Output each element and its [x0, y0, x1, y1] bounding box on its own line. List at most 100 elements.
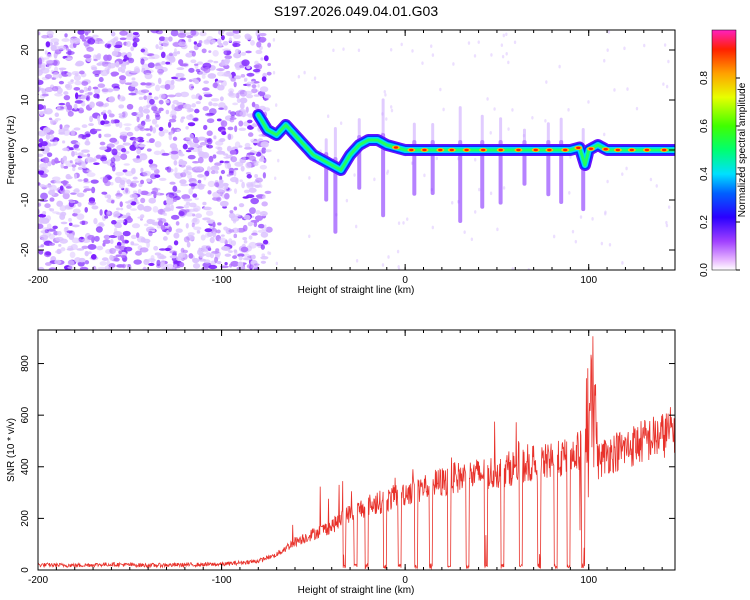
spectrogram-noise-cell	[194, 143, 199, 148]
spectrogram-noise-cell	[68, 222, 73, 227]
spectrogram-noise-cell	[44, 203, 51, 209]
spectrogram-noise-cell	[60, 211, 67, 217]
spectrogram-noise-cell	[123, 123, 132, 126]
spectrogram-noise-cell	[77, 179, 83, 182]
spectrogram-ylabel: Frequency (Hz)	[6, 116, 17, 185]
spectrogram-noise-cell	[185, 165, 192, 169]
spectrogram-noise-cell	[109, 247, 116, 254]
spectrogram-noise-cell	[127, 264, 131, 268]
spectrogram-noise-cell	[84, 30, 91, 34]
spectrogram-noise-cell	[38, 170, 45, 174]
spectrogram-noise-cell	[68, 217, 72, 222]
spectrogram-noise-cell	[38, 84, 41, 91]
spectrogram-noise-cell	[126, 179, 132, 185]
spectrogram-noise-cell	[208, 155, 214, 163]
spectrogram-noise-cell	[182, 143, 188, 150]
spectrogram-noise-cell	[254, 215, 264, 221]
spectrogram-noise-cell	[142, 205, 152, 212]
spectrogram-noise-cell	[95, 226, 103, 233]
spectrogram-noise-cell	[74, 92, 79, 100]
spectrogram-noise-cell	[155, 84, 161, 92]
spectrogram-noise-cell	[56, 105, 61, 110]
spectrogram-noise-cell	[144, 128, 151, 131]
spectrogram-noise-cell	[87, 243, 97, 250]
spectrogram-xtick-label: -100	[212, 275, 232, 286]
spectrogram-noise-cell	[130, 208, 137, 211]
spectrogram-noise-cell	[240, 246, 249, 253]
spectrogram-noise-cell	[25, 112, 30, 116]
spectrogram-noise-cell	[74, 72, 79, 77]
spectrogram-noise-cell	[115, 171, 124, 177]
spectrogram-xlabel: Height of straight line (km)	[298, 285, 415, 296]
spectrogram-noise-cell	[38, 104, 44, 111]
spectrogram-noise-cell	[102, 239, 111, 244]
spectrogram-noise-cell	[28, 60, 34, 63]
spectrogram-noise-cell	[26, 217, 33, 220]
spectrogram-peak-hot	[393, 146, 399, 149]
spectrogram-noise-cell	[207, 73, 217, 79]
spectrogram-noise-cell	[77, 202, 82, 207]
spectrogram-noise-cell	[228, 37, 233, 43]
spectrogram-noise-cell	[151, 106, 158, 112]
spectrogram-noise-cell	[355, 258, 359, 263]
spectrogram-noise-cell	[667, 205, 671, 209]
spectrogram-noise-cell	[242, 224, 248, 232]
spectrogram-noise-cell	[180, 117, 184, 123]
spectrogram-noise-cell	[26, 83, 32, 88]
spectrogram-noise-cell	[98, 40, 105, 44]
spectrogram-noise-cell	[140, 190, 149, 196]
spectrogram-noise-cell	[431, 53, 435, 57]
spectrogram-noise-cell	[98, 77, 104, 83]
spectrogram-noise-cell	[87, 201, 97, 206]
spectrogram-noise-cell	[118, 182, 125, 189]
spectrogram-noise-cell	[28, 130, 36, 136]
spectrogram-peak-hot	[498, 148, 503, 152]
spectrogram-noise-cell	[220, 265, 229, 269]
spectrogram-noise-cell	[115, 195, 121, 199]
spectrogram-noise-cell	[38, 95, 39, 97]
spectrogram-noise-cell	[168, 226, 172, 233]
spectrogram-noise-cell	[226, 174, 231, 177]
spectrogram-noise-cell	[238, 127, 247, 131]
snr-ytick-label: 0	[20, 567, 31, 573]
spectrogram-noise-cell	[147, 95, 152, 99]
spectrogram-ytick-label: 0	[20, 147, 31, 153]
spectrogram-noise-cell	[119, 37, 127, 41]
snr-xtick-label: -100	[212, 575, 232, 586]
spectrogram-noise-cell	[63, 189, 71, 195]
spectrogram-noise-cell	[81, 101, 86, 107]
spectrogram-noise-cell	[218, 30, 225, 36]
spectrogram-noise-cell	[130, 70, 139, 74]
spectrogram-noise-cell	[272, 38, 276, 42]
spectrogram-noise-cell	[431, 225, 435, 230]
spectrogram-noise-cell	[110, 182, 114, 186]
spectrogram-noise-cell	[89, 115, 94, 123]
spectrogram-noise-cell	[130, 201, 137, 206]
spectrogram-noise-cell	[254, 103, 260, 110]
spectrogram-noise-cell	[265, 226, 273, 233]
spectrogram-noise-cell	[345, 198, 349, 203]
spectrogram-noise-cell	[511, 108, 514, 112]
spectrogram-noise-cell	[137, 188, 142, 195]
spectrogram-noise-cell	[245, 50, 252, 54]
spectrogram-noise-cell	[199, 253, 206, 257]
spectrogram-noise-cell	[262, 195, 266, 199]
spectrogram-noise-cell	[124, 170, 134, 177]
spectrogram-ridge-cyan	[255, 112, 675, 173]
spectrogram-noise-cell	[68, 234, 75, 240]
spectrogram-noise-cell	[207, 232, 214, 238]
spectrogram-noise-cell	[243, 189, 250, 194]
spectrogram-noise-cell	[172, 198, 177, 202]
spectrogram-noise-cell	[264, 149, 272, 153]
spectrogram-noise-cell	[233, 75, 242, 80]
spectrogram-noise-cell	[129, 81, 139, 88]
spectrogram-noise-cell	[170, 130, 174, 136]
spectrogram-noise-cell	[507, 127, 510, 131]
spectrogram-noise-cell	[635, 106, 639, 111]
spectrogram-noise-cell	[153, 150, 162, 156]
spectrogram-noise-cell	[96, 62, 103, 66]
spectrogram-noise-cell	[143, 223, 149, 227]
spectrogram-noise-cell	[239, 110, 249, 117]
spectrogram-noise-cell	[80, 154, 88, 158]
spectrogram-noise-cell	[190, 30, 197, 36]
